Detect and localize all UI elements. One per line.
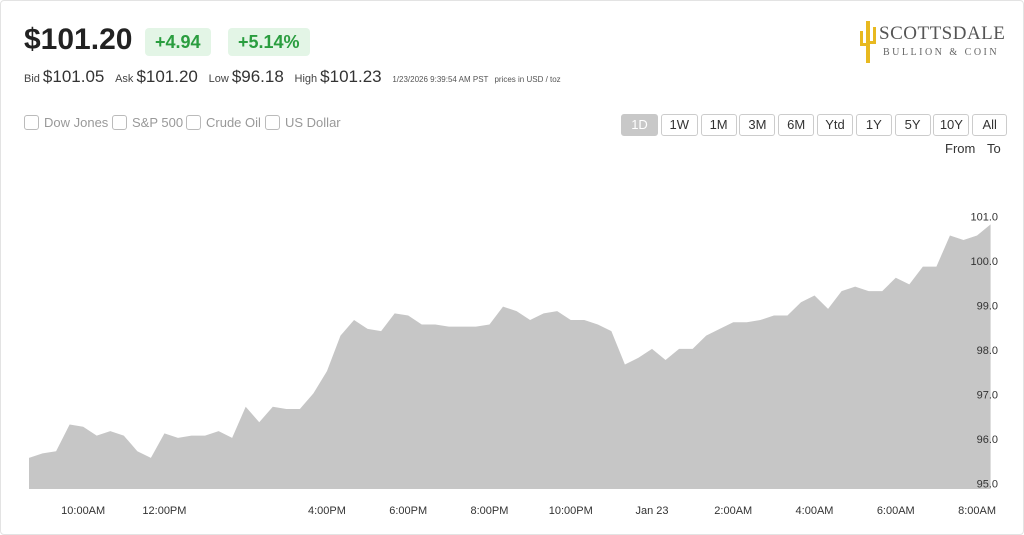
change: +4.94 [145,28,211,56]
x-tick-label: 8:00AM [958,505,996,517]
range-button[interactable]: 1D [621,114,658,136]
range-button[interactable]: 6M [778,114,815,136]
range-button[interactable]: 1M [700,114,737,136]
high: $101.23 [320,67,382,86]
x-tick-label: 8:00PM [471,505,509,517]
logo-name: SCOTTSDALE [879,23,1006,44]
x-tick-label: 12:00PM [142,505,186,517]
range-button[interactable]: Ytd [817,114,853,136]
units: prices in USD / toz [494,75,561,84]
bid: $101.05 [42,67,105,86]
y-tick-label: 101.0 [970,212,998,224]
y-tick-label: 100.0 [970,256,998,268]
range-button[interactable]: 1W [660,114,698,136]
date-to[interactable]: To [987,141,1001,156]
x-tick-label: 2:00AM [714,505,752,517]
checkbox-label: Crude Oil [206,115,261,130]
checkbox[interactable] [265,115,280,130]
x-tick-label: 10:00PM [549,505,593,517]
range-button[interactable]: 5Y [894,114,931,136]
compare-checkbox[interactable]: Dow Jones [24,115,108,130]
x-tick-label: 10:00AM [61,505,105,517]
y-tick-label: 96.0 [977,434,998,446]
range-button[interactable]: All [972,114,1008,136]
x-tick-label: 6:00PM [389,505,427,517]
date-from[interactable]: From [945,141,976,156]
logo-tagline: BULLION & COIN [883,47,1000,58]
checkbox-label: S&P 500 [132,115,184,130]
timestamp: 1/23/2026 9:39:54 AM PST [392,75,489,84]
checkbox[interactable] [24,115,39,130]
checkbox-label: Dow Jones [44,115,109,130]
y-tick-label: 95.0 [977,478,998,490]
checkbox-label: US Dollar [285,115,341,130]
label: High [294,73,318,85]
x-tick-label: 4:00PM [308,505,346,517]
logo-icon [860,21,876,63]
x-tick-label: 4:00AM [796,505,834,517]
y-tick-label: 97.0 [977,390,998,402]
ask: $101.20 [136,67,198,86]
change-pct: +5.14% [228,28,310,56]
checkbox[interactable] [186,115,201,130]
area [29,224,991,489]
checkbox[interactable] [112,115,127,130]
x-tick-label: Jan 23 [635,505,668,517]
low: $96.18 [231,67,284,86]
x-tick-label: 6:00AM [877,505,915,517]
range-button[interactable]: 10Y [933,114,970,136]
label: Low [208,73,229,85]
compare-checkbox[interactable]: US Dollar [265,115,341,130]
range-button[interactable]: 1Y [855,114,892,136]
compare-checkbox[interactable]: S&P 500 [112,115,183,130]
label: Ask [115,73,134,85]
range-button[interactable]: 3M [739,114,776,136]
y-tick-label: 98.0 [977,345,998,357]
compare-checkbox[interactable]: Crude Oil [186,115,261,130]
price: $101.20 [24,23,133,56]
y-tick-label: 99.0 [977,301,998,313]
label: Bid [24,73,40,85]
quote-stats: Bid $101.05 Ask $101.20 Low $96.18 High $101… [24,67,567,87]
